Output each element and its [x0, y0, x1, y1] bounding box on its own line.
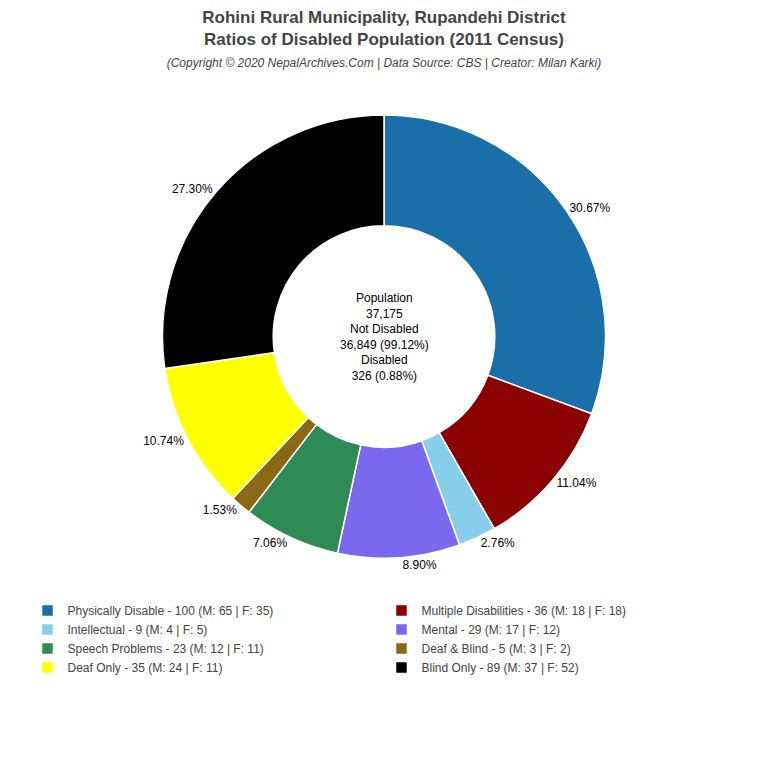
- svg-text:Speech Problems - 23 (M: 12 |: Speech Problems - 23 (M: 12 | F: 11): [68, 642, 264, 656]
- svg-text:Rohini Rural Municipality, Rup: Rohini Rural Municipality, Rupandehi Dis…: [167, 8, 602, 70]
- svg-text:7.06%: 7.06%: [253, 536, 287, 550]
- svg-text:Multiple Disabilities - 36 (M:: Multiple Disabilities - 36 (M: 18 | F: 1…: [422, 604, 627, 618]
- svg-text:Mental - 29 (M: 17 | F: 12): Mental - 29 (M: 17 | F: 12): [422, 623, 561, 637]
- svg-text:Blind Only - 89 (M: 37 | F: 52: Blind Only - 89 (M: 37 | F: 52): [422, 661, 579, 675]
- svg-text:Physically Disable - 100 (M: 6: Physically Disable - 100 (M: 65 | F: 35): [68, 604, 274, 618]
- svg-text:Population37,175Not Disabled36: Population37,175Not Disabled36,849 (99.1…: [340, 291, 429, 383]
- svg-text:Deaf & Blind - 5 (M: 3 | F: 2): Deaf & Blind - 5 (M: 3 | F: 2): [422, 642, 571, 656]
- svg-text:8.90%: 8.90%: [403, 558, 437, 572]
- svg-text:30.67%: 30.67%: [569, 201, 610, 215]
- svg-text:Deaf Only - 35 (M: 24 | F: 11): Deaf Only - 35 (M: 24 | F: 11): [68, 661, 223, 675]
- svg-text:11.04%: 11.04%: [557, 476, 597, 490]
- svg-text:10.74%: 10.74%: [143, 434, 184, 448]
- svg-text:Intellectual - 9 (M: 4 | F: 5): Intellectual - 9 (M: 4 | F: 5): [68, 623, 208, 637]
- svg-text:1.53%: 1.53%: [203, 503, 237, 517]
- svg-text:2.76%: 2.76%: [481, 536, 515, 550]
- svg-text:27.30%: 27.30%: [172, 182, 213, 196]
